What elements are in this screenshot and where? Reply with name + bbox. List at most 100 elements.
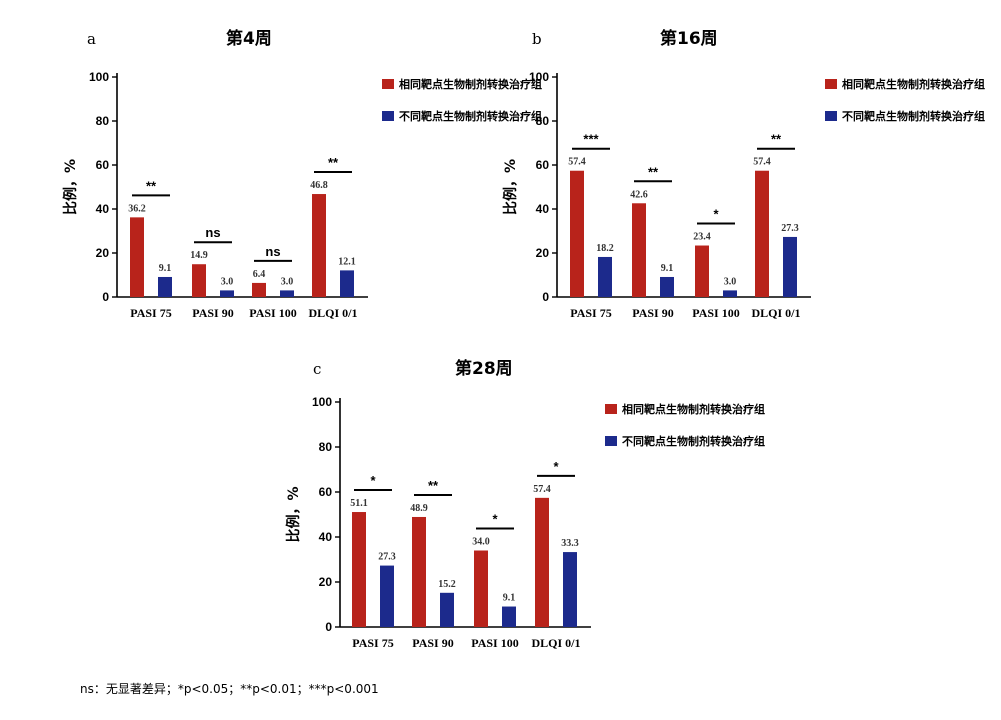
bar-value-label: 6.4: [253, 269, 266, 280]
legend-swatch: [825, 79, 837, 89]
x-tick-label: DLQI 0/1: [531, 636, 580, 650]
x-tick-label: PASI 100: [249, 306, 296, 320]
bar-same-target: [474, 550, 488, 627]
y-tick-label: 40: [319, 530, 333, 544]
significance-marker: **: [648, 164, 659, 179]
legend-swatch: [382, 79, 394, 89]
significance-marker: *: [492, 512, 498, 527]
bar-same-target: [252, 282, 266, 297]
bar-value-label: 12.1: [338, 256, 356, 267]
bar-value-label: 3.0: [281, 276, 294, 287]
bar-different-target: [660, 276, 674, 297]
significance-marker: *: [713, 207, 719, 222]
significance-marker: *: [553, 459, 559, 474]
x-tick-label: DLQI 0/1: [751, 306, 800, 320]
legend-label: 相同靶点生物制剂转换治疗组: [622, 402, 765, 416]
significance-marker: **: [428, 478, 439, 493]
bar-different-target: [723, 290, 737, 297]
bar-value-label: 3.0: [221, 276, 234, 287]
bar-value-label: 9.1: [503, 593, 516, 604]
bar-value-label: 15.2: [438, 579, 456, 590]
bar-different-target: [598, 256, 612, 297]
legend-label: 相同靶点生物制剂转换治疗组: [842, 77, 985, 91]
bar-value-label: 34.0: [472, 537, 490, 548]
bar-same-target: [412, 516, 426, 627]
bar-different-target: [340, 270, 354, 297]
legend-swatch: [605, 436, 617, 446]
legend-label: 不同靶点生物制剂转换治疗组: [842, 109, 985, 123]
chart-title: 第28周: [455, 358, 513, 379]
bar-value-label: 9.1: [159, 263, 172, 274]
y-tick-label: 0: [542, 290, 549, 304]
bar-different-target: [783, 236, 797, 297]
bar-same-target: [352, 512, 366, 627]
y-tick-label: 80: [536, 114, 550, 128]
bar-value-label: 27.3: [781, 223, 799, 234]
y-tick-label: 40: [96, 202, 110, 216]
y-tick-label: 0: [102, 290, 109, 304]
bar-value-label: 23.4: [693, 232, 711, 243]
bar-different-target: [380, 565, 394, 627]
x-tick-label: PASI 75: [570, 306, 611, 320]
significance-marker: ns: [265, 244, 280, 259]
bar-value-label: 3.0: [724, 276, 737, 287]
y-tick-label: 60: [96, 158, 110, 172]
y-axis-label: 比例，%: [502, 159, 519, 215]
x-tick-label: PASI 75: [352, 636, 393, 650]
bar-same-target: [632, 203, 646, 297]
y-tick-label: 60: [319, 485, 333, 499]
x-tick-label: PASI 90: [192, 306, 233, 320]
bar-value-label: 57.4: [533, 484, 551, 495]
panel-letter: a: [87, 30, 96, 48]
bar-same-target: [695, 245, 709, 297]
bar-value-label: 27.3: [378, 552, 396, 563]
y-axis-label: 比例，%: [62, 159, 79, 215]
bar-different-target: [158, 276, 172, 297]
bar-value-label: 51.1: [350, 498, 368, 509]
bar-different-target: [563, 552, 577, 627]
bar-same-target: [755, 170, 769, 297]
y-tick-label: 100: [529, 70, 549, 84]
legend-swatch: [605, 404, 617, 414]
bar-same-target: [535, 497, 549, 627]
x-tick-label: PASI 100: [692, 306, 739, 320]
bar-value-label: 36.2: [128, 203, 146, 214]
significance-marker: ***: [583, 132, 599, 147]
y-tick-label: 100: [312, 395, 332, 409]
bar-value-label: 48.9: [410, 503, 428, 514]
bar-different-target: [280, 290, 294, 297]
bar-different-target: [440, 592, 454, 627]
significance-marker: **: [328, 155, 339, 170]
y-tick-label: 20: [319, 575, 333, 589]
y-tick-label: 80: [319, 440, 333, 454]
chart-title: 第4周: [226, 28, 272, 49]
x-tick-label: PASI 75: [130, 306, 171, 320]
bar-value-label: 9.1: [661, 263, 674, 274]
x-tick-label: PASI 100: [471, 636, 518, 650]
bar-value-label: 33.3: [561, 538, 579, 549]
bar-different-target: [502, 606, 516, 627]
bar-value-label: 57.4: [568, 157, 586, 168]
bar-same-target: [130, 217, 144, 297]
chart-title: 第16周: [660, 28, 718, 49]
legend-swatch: [382, 111, 394, 121]
bar-different-target: [220, 290, 234, 297]
legend-label: 不同靶点生物制剂转换治疗组: [622, 434, 765, 448]
significance-marker: **: [146, 178, 157, 193]
y-tick-label: 40: [536, 202, 550, 216]
significance-marker: ns: [205, 225, 220, 240]
y-tick-label: 60: [536, 158, 550, 172]
y-tick-label: 100: [89, 70, 109, 84]
chart-panel-c: c 第28周 0 20 40 60 80 100 比例，% 51.1 27.3 PASI 75 * 48.…: [285, 358, 765, 650]
chart-panel-a: a 第4周 0 20 40 60 80 100 比例，% 36.2 9.1 PASI 75 ** 14.9…: [62, 28, 542, 320]
y-tick-label: 20: [536, 246, 550, 260]
bar-same-target: [192, 264, 206, 297]
bar-same-target: [312, 194, 326, 297]
significance-marker: **: [771, 132, 782, 147]
footnote: ns：无显著差异；*p<0.05；**p<0.01；***p<0.001: [80, 682, 379, 696]
bar-value-label: 18.2: [596, 243, 614, 254]
legend-swatch: [825, 111, 837, 121]
bar-same-target: [570, 170, 584, 297]
x-tick-label: PASI 90: [632, 306, 673, 320]
